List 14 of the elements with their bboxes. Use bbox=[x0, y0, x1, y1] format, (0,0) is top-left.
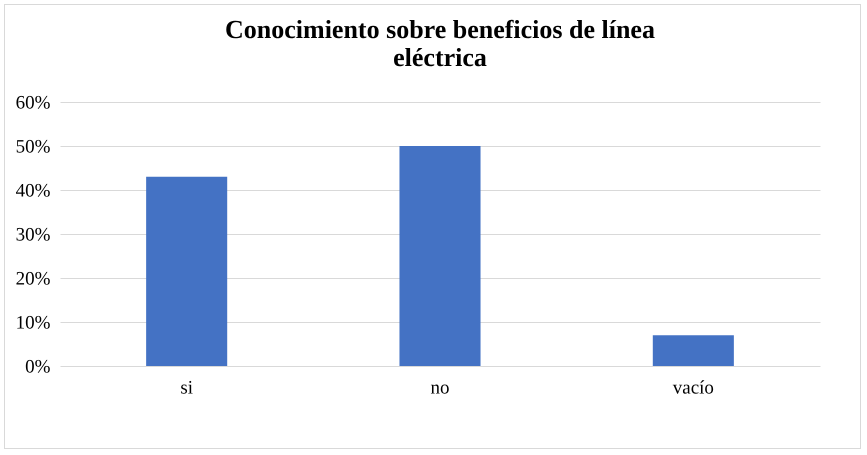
bar bbox=[146, 176, 228, 366]
y-tick-label: 50% bbox=[16, 136, 51, 158]
y-tick-label: 40% bbox=[16, 180, 51, 202]
x-tick-label: no bbox=[430, 378, 450, 398]
y-tick-label: 30% bbox=[16, 224, 51, 246]
y-tick-label: 10% bbox=[16, 312, 51, 334]
y-tick-label: 60% bbox=[16, 92, 51, 114]
x-tick-label: vacío bbox=[672, 378, 714, 398]
y-tick-label: 20% bbox=[16, 268, 51, 290]
bar bbox=[399, 146, 481, 366]
x-tick-label: si bbox=[180, 378, 194, 398]
y-tick-label: 0% bbox=[25, 356, 51, 378]
chart-title: Conocimiento sobre beneficios de línea eléctrica bbox=[225, 15, 655, 72]
bar bbox=[652, 335, 734, 366]
